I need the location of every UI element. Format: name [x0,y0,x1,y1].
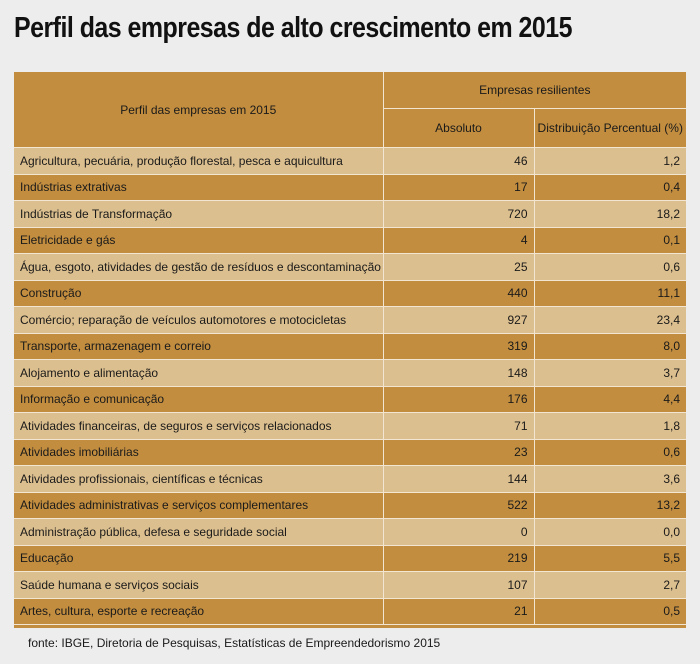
cell-profile: Artes, cultura, esporte e recreação [14,598,384,625]
table-row: Informação e comunicação 176 4,4 [14,386,686,413]
cell-percent: 8,0 [534,333,686,360]
cell-percent: 0,5 [534,598,686,625]
cell-absolute: 720 [383,200,535,228]
cell-percent: 0,1 [534,227,686,254]
cell-profile: Educação [14,545,384,572]
cell-percent: 0,0 [534,518,686,546]
cell-absolute: 219 [383,545,535,572]
cell-percent: 2,7 [534,571,686,599]
table-row: Atividades imobiliárias 23 0,6 [14,439,686,466]
cell-profile: Atividades administrativas e serviços co… [14,492,384,519]
cell-absolute: 17 [383,174,535,201]
cell-profile: Saúde humana e serviços sociais [14,571,384,599]
cell-percent: 0,6 [534,439,686,466]
table-header: Perfil das empresas em 2015 Empresas res… [14,72,686,148]
data-table-container: Perfil das empresas em 2015 Empresas res… [14,72,686,628]
cell-percent: 3,6 [534,465,686,493]
cell-absolute: 927 [383,306,535,334]
cell-profile: Administração pública, defesa e segurida… [14,518,384,546]
cell-profile: Transporte, armazenagem e correio [14,333,384,360]
cell-absolute: 23 [383,439,535,466]
table-row: Artes, cultura, esporte e recreação 21 0,5 [14,598,686,625]
table-row: Atividades profissionais, científicas e … [14,465,686,493]
table-row: Comércio; reparação de veículos automoto… [14,306,686,334]
cell-absolute: 107 [383,571,535,599]
cell-absolute: 522 [383,492,535,519]
cell-profile: Atividades imobiliárias [14,439,384,466]
cell-profile: Comércio; reparação de veículos automoto… [14,306,384,334]
table-row: Água, esgoto, atividades de gestão de re… [14,253,686,281]
cell-percent: 0,6 [534,253,686,281]
cell-profile: Eletricidade e gás [14,227,384,254]
cell-percent: 13,2 [534,492,686,519]
table-row: Saúde humana e serviços sociais 107 2,7 [14,571,686,599]
table-row: Eletricidade e gás 4 0,1 [14,227,686,254]
cell-percent: 0,4 [534,174,686,201]
column-header-absolute: Absoluto [383,108,535,148]
cell-absolute: 144 [383,465,535,493]
cell-percent: 11,1 [534,280,686,307]
cell-percent: 3,7 [534,359,686,387]
cell-absolute: 148 [383,359,535,387]
cell-percent: 1,8 [534,412,686,440]
table-bottom-bar [14,625,686,628]
cell-absolute: 25 [383,253,535,281]
cell-absolute: 71 [383,412,535,440]
cell-absolute: 0 [383,518,535,546]
column-header-percent: Distribuição Percentual (%) [534,108,686,148]
table-body: Agricultura, pecuária, produção floresta… [14,147,686,625]
table-row: Construção 440 11,1 [14,280,686,307]
table-row: Indústrias de Transformação 720 18,2 [14,200,686,228]
table-row: Administração pública, defesa e segurida… [14,518,686,546]
cell-absolute: 176 [383,386,535,413]
table-row: Transporte, armazenagem e correio 319 8,0 [14,333,686,360]
source-note: fonte: IBGE, Diretoria de Pesquisas, Est… [28,636,441,650]
column-group-header-resilient: Empresas resilientes [383,72,686,109]
cell-percent: 18,2 [534,200,686,228]
page-title: Perfil das empresas de alto crescimento … [14,12,572,44]
table-row: Atividades administrativas e serviços co… [14,492,686,519]
cell-profile: Construção [14,280,384,307]
cell-profile: Agricultura, pecuária, produção floresta… [14,147,384,175]
column-header-profile: Perfil das empresas em 2015 [14,72,384,148]
cell-profile: Informação e comunicação [14,386,384,413]
cell-profile: Indústrias extrativas [14,174,384,201]
table-row: Agricultura, pecuária, produção floresta… [14,147,686,175]
cell-absolute: 46 [383,147,535,175]
cell-profile: Atividades financeiras, de seguros e ser… [14,412,384,440]
table-row: Alojamento e alimentação 148 3,7 [14,359,686,387]
cell-absolute: 319 [383,333,535,360]
data-table: Perfil das empresas em 2015 Empresas res… [14,72,686,625]
cell-absolute: 4 [383,227,535,254]
cell-percent: 4,4 [534,386,686,413]
cell-percent: 5,5 [534,545,686,572]
cell-profile: Indústrias de Transformação [14,200,384,228]
cell-profile: Atividades profissionais, científicas e … [14,465,384,493]
cell-profile: Água, esgoto, atividades de gestão de re… [14,253,384,281]
table-row: Indústrias extrativas 17 0,4 [14,174,686,201]
cell-percent: 1,2 [534,147,686,175]
cell-profile: Alojamento e alimentação [14,359,384,387]
cell-absolute: 21 [383,598,535,625]
cell-percent: 23,4 [534,306,686,334]
cell-absolute: 440 [383,280,535,307]
table-row: Atividades financeiras, de seguros e ser… [14,412,686,440]
table-row: Educação 219 5,5 [14,545,686,572]
